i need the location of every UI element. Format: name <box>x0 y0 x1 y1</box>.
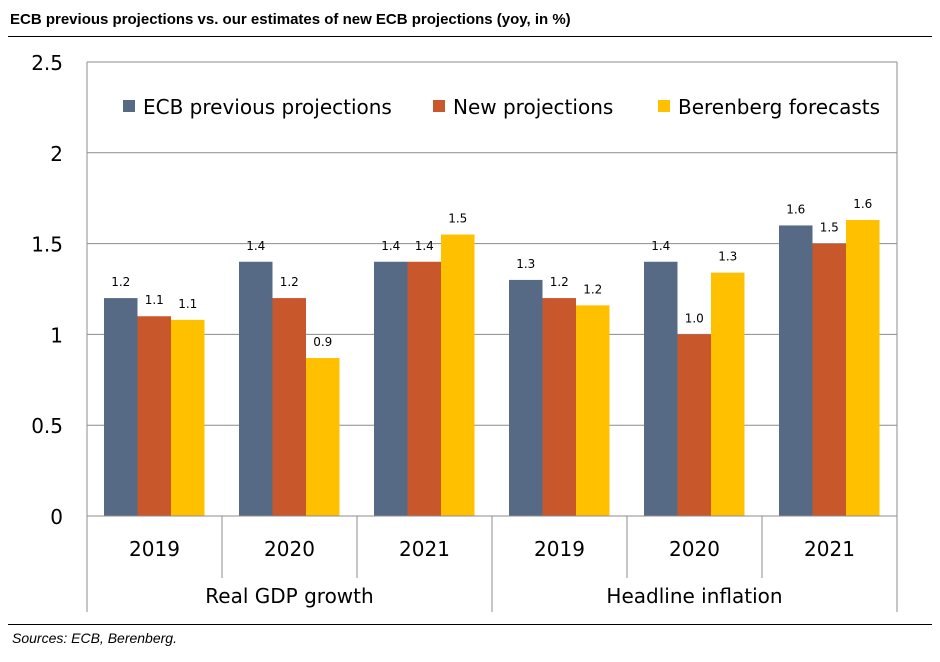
data-label: 1.2 <box>280 275 299 289</box>
y-tick-label: 2.5 <box>31 51 63 75</box>
x-tick-label: 2019 <box>129 537 180 561</box>
legend-swatch <box>123 100 135 112</box>
data-label: 1.4 <box>246 239 265 253</box>
source-divider <box>8 624 932 625</box>
bar <box>306 358 340 516</box>
bar <box>407 261 441 516</box>
bar <box>542 298 576 516</box>
data-label: 1.1 <box>145 293 164 307</box>
legend-swatch <box>658 100 670 112</box>
data-label: 1.3 <box>718 250 737 264</box>
data-label: 1.0 <box>685 311 704 325</box>
data-label: 1.6 <box>786 202 805 216</box>
legend-label: New projections <box>453 95 613 119</box>
group-label: Headline inflation <box>606 584 782 608</box>
x-tick-label: 2021 <box>399 537 450 561</box>
data-label: 1.5 <box>820 221 839 235</box>
bar <box>711 272 745 516</box>
data-label: 1.5 <box>448 212 467 226</box>
data-label: 1.2 <box>550 275 569 289</box>
bar <box>644 261 678 516</box>
bar <box>812 243 846 516</box>
y-tick-label: 1 <box>50 323 63 347</box>
bar <box>846 219 880 516</box>
x-tick-label: 2019 <box>534 537 585 561</box>
x-tick-label: 2020 <box>264 537 315 561</box>
data-label: 1.1 <box>178 297 197 311</box>
x-tick-label: 2021 <box>804 537 855 561</box>
bar <box>171 319 205 516</box>
data-label: 1.4 <box>381 239 400 253</box>
bar <box>441 234 475 516</box>
bar <box>576 305 610 516</box>
y-tick-label: 2 <box>50 142 63 166</box>
x-tick-label: 2020 <box>669 537 720 561</box>
bar <box>137 316 171 516</box>
data-label: 1.3 <box>516 257 535 271</box>
data-label: 0.9 <box>313 335 332 349</box>
title-divider <box>8 36 932 37</box>
bar <box>374 261 408 516</box>
data-label: 1.4 <box>415 239 434 253</box>
data-label: 1.4 <box>651 239 670 253</box>
legend-label: ECB previous projections <box>143 95 392 119</box>
y-tick-label: 0 <box>50 505 63 529</box>
bar <box>509 279 543 516</box>
group-label: Real GDP growth <box>205 584 373 608</box>
bar <box>104 298 138 516</box>
bar <box>239 261 273 516</box>
data-label: 1.2 <box>583 282 602 296</box>
y-tick-label: 0.5 <box>31 414 63 438</box>
legend-label: Berenberg forecasts <box>678 95 880 119</box>
data-label: 1.6 <box>853 197 872 211</box>
bar <box>272 298 306 516</box>
source-note: Sources: ECB, Berenberg. <box>12 630 177 646</box>
chart-title: ECB previous projections vs. our estimat… <box>10 11 571 28</box>
y-tick-label: 1.5 <box>31 233 63 257</box>
bar <box>779 225 813 516</box>
legend-swatch <box>433 100 445 112</box>
bar <box>677 334 711 516</box>
data-label: 1.2 <box>111 275 130 289</box>
